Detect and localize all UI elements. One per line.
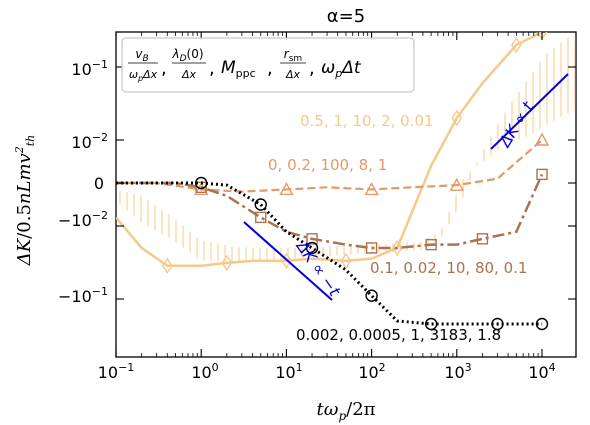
series-marker-light [281, 252, 292, 270]
series-marker-light [511, 36, 522, 54]
x-tick-label: 10−1 [98, 361, 135, 382]
svg-text:,: , [267, 58, 273, 79]
series-line-black [116, 181, 542, 326]
series-line-dark [116, 173, 544, 250]
annotation-black: 0.002, 0.0005, 1, 3183, 1.8 [296, 326, 501, 344]
svg-text:,: , [209, 58, 215, 79]
series-marker-dark [425, 238, 437, 251]
x-tick-label: 103 [444, 361, 471, 382]
y-tick-label: 10−1 [71, 58, 108, 79]
svg-text:ωpΔx: ωpΔx [129, 68, 158, 83]
series-marker-dark [536, 168, 548, 181]
y-ticks [116, 66, 576, 300]
series-marker-black [535, 317, 549, 331]
series-marker-medium [279, 181, 294, 196]
series-marker-medium [449, 177, 464, 191]
annotation-dark: 0.1, 0.02, 10, 80, 0.1 [370, 259, 527, 277]
series-marker-black [305, 241, 319, 255]
x-ticks [115, 32, 543, 357]
fit-line-negative [243, 221, 333, 301]
series-marker-light [340, 252, 352, 270]
fit-line-positive [490, 73, 569, 150]
series-marker-light [221, 254, 233, 272]
series-marker-light [451, 109, 463, 127]
y-tick-label: −10−2 [58, 209, 108, 230]
series-marker-medium [534, 132, 550, 146]
series-line-light [116, 32, 543, 267]
legend-header: vB ωpΔx , λD(0) Δx , Mppc , rsm Δx , ωpΔ… [121, 37, 415, 93]
svg-text:Δx: Δx [181, 68, 197, 81]
annotation-medium: 0, 0.2, 100, 8, 1 [268, 156, 387, 174]
series-marker-dark [306, 233, 318, 245]
series-marker-dark [476, 233, 489, 245]
series-marker-black [365, 289, 378, 302]
svg-text:,: , [309, 58, 315, 79]
series-marker-dark [365, 242, 378, 254]
annotation-light: 0.5, 1, 10, 2, 0.01 [300, 112, 434, 130]
svg-text:Δx: Δx [285, 68, 301, 81]
series-marker-light [161, 257, 173, 275]
fit-label-negative: ΔK ∝ −t [292, 236, 345, 301]
series-marker-black [491, 317, 504, 331]
x-tick-label: 101 [275, 361, 302, 382]
chart-title: α=5 [327, 6, 365, 27]
x-tick-label: 104 [528, 361, 555, 382]
y-axis-label: ΔK/0.5nLmv2th [13, 135, 37, 266]
series-marker-black [424, 317, 438, 331]
series-marker-medium [194, 181, 209, 196]
series-marker-light [391, 239, 403, 257]
y-tick-label: 0 [94, 174, 104, 193]
svg-text:,: , [161, 58, 167, 79]
x-tick-label: 100 [191, 361, 218, 382]
x-tick-label: 102 [358, 361, 385, 382]
x-tick-labels: 10−1 100 101 102 103 104 [98, 361, 556, 382]
svg-text:ωpΔt: ωpΔt [321, 58, 362, 80]
y-tick-label: −10−1 [58, 285, 108, 306]
series-marker-black [254, 198, 267, 211]
series-marker-medium [364, 181, 379, 196]
y-tick-labels: 10−1 10−2 0 −10−2 −10−1 [58, 58, 108, 306]
y-tick-label: 10−2 [71, 131, 108, 152]
x-axis-label: tωp/2π [317, 399, 376, 423]
series-line-medium [116, 139, 543, 193]
svg-text:λD(0): λD(0) [171, 47, 203, 64]
series-marker-dark [255, 211, 267, 224]
series-marker-black [194, 176, 208, 190]
